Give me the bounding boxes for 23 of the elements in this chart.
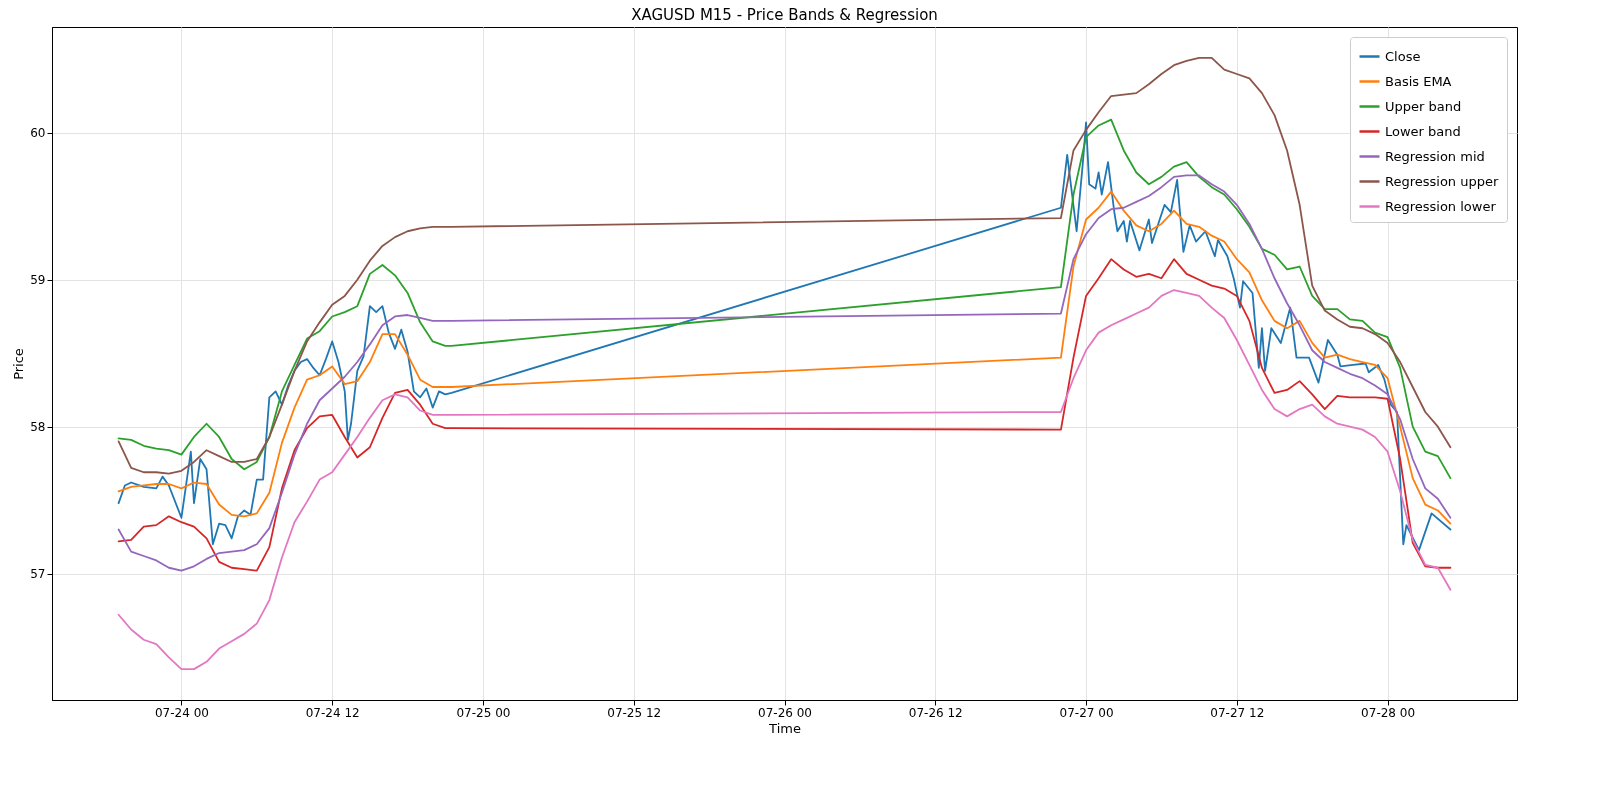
y-tick-label: 58 <box>30 420 46 435</box>
x-axis-title: Time <box>768 720 801 736</box>
chart-title: XAGUSD M15 - Price Bands & Regression <box>631 6 938 24</box>
legend-label: Close <box>1385 48 1421 64</box>
x-tick-label: 07-24 12 <box>305 705 360 720</box>
x-tick-label: 07-26 00 <box>758 705 812 720</box>
legend-label: Lower band <box>1385 123 1461 139</box>
x-tick-label: 07-24 00 <box>154 705 209 720</box>
x-tick-label: 07-27 00 <box>1059 705 1114 720</box>
x-tick-label: 07-25 00 <box>456 705 511 720</box>
y-tick-label: 59 <box>30 273 46 288</box>
legend-label: Regression mid <box>1385 148 1485 164</box>
x-tick-label: 07-27 12 <box>1210 705 1265 720</box>
y-tick-label: 60 <box>30 126 46 141</box>
legend-label: Regression lower <box>1385 198 1497 214</box>
legend-label: Upper band <box>1385 98 1462 114</box>
legend-label: Basis EMA <box>1385 73 1452 89</box>
y-tick-label: 57 <box>30 567 46 582</box>
legend-label: Regression upper <box>1385 173 1499 189</box>
y-axis-title: Price <box>11 348 27 380</box>
x-tick-label: 07-26 12 <box>908 705 963 720</box>
x-tick-label: 07-28 00 <box>1361 705 1416 720</box>
x-tick-label: 07-25 12 <box>607 705 662 720</box>
